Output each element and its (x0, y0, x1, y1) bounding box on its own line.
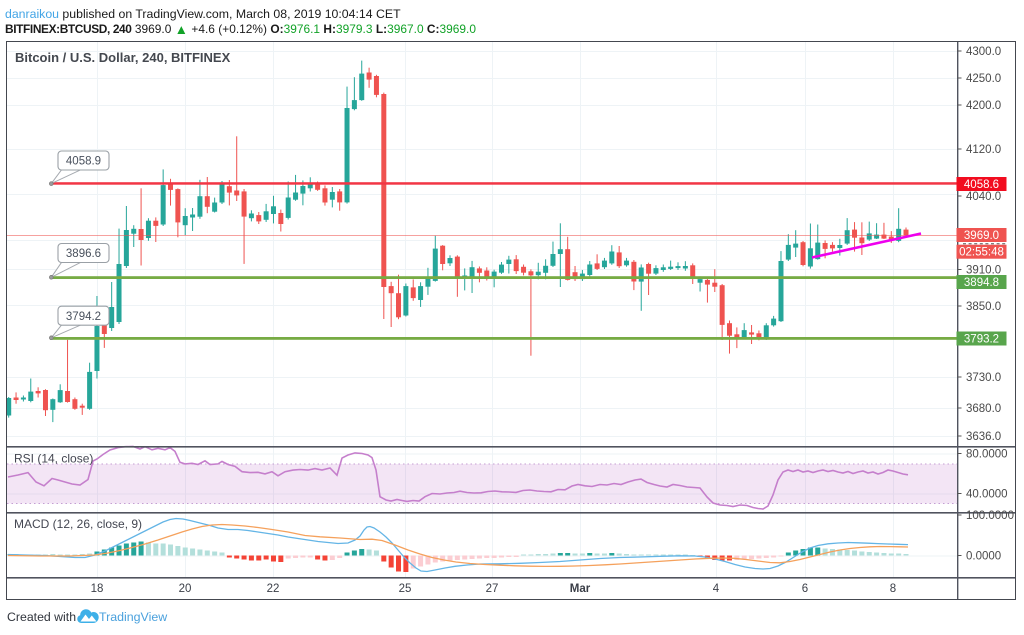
svg-text:4058.9: 4058.9 (66, 156, 101, 168)
svg-text:27: 27 (486, 583, 499, 595)
svg-text:3896.6: 3896.6 (66, 248, 101, 260)
svg-text:4250.0: 4250.0 (966, 73, 1001, 85)
svg-text:22: 22 (267, 583, 280, 595)
svg-text:0.0000: 0.0000 (966, 551, 1001, 563)
svg-text:Mar: Mar (570, 583, 591, 595)
svg-text:3850.0: 3850.0 (966, 301, 1001, 313)
svg-text:4058.6: 4058.6 (964, 179, 999, 191)
svg-text:40.0000: 40.0000 (966, 489, 1008, 501)
svg-text:3636.0: 3636.0 (966, 431, 1001, 443)
svg-text:80.0000: 80.0000 (966, 449, 1008, 461)
svg-text:4040.0: 4040.0 (966, 191, 1001, 203)
svg-text:3793.2: 3793.2 (964, 334, 999, 346)
svg-text:8: 8 (890, 583, 896, 595)
svg-text:6: 6 (802, 583, 808, 595)
svg-text:3794.2: 3794.2 (66, 311, 101, 323)
svg-text:100.0000: 100.0000 (966, 510, 1014, 522)
svg-text:4120.0: 4120.0 (966, 144, 1001, 156)
svg-text:4200.0: 4200.0 (966, 100, 1001, 112)
svg-text:02:55:48: 02:55:48 (959, 247, 1004, 259)
svg-text:4300.0: 4300.0 (966, 46, 1001, 58)
svg-text:25: 25 (399, 583, 412, 595)
svg-text:3969.0: 3969.0 (964, 230, 999, 242)
svg-text:Bitcoin / U.S. Dollar, 240, BI: Bitcoin / U.S. Dollar, 240, BITFINEX (15, 50, 231, 65)
svg-text:3730.0: 3730.0 (966, 372, 1001, 384)
svg-text:18: 18 (91, 583, 104, 595)
svg-text:RSI (14, close): RSI (14, close) (14, 452, 93, 466)
svg-text:3894.8: 3894.8 (964, 277, 999, 289)
svg-text:3910.0: 3910.0 (966, 265, 1001, 277)
svg-text:MACD (12, 26, close, 9): MACD (12, 26, close, 9) (14, 517, 142, 531)
svg-text:20: 20 (179, 583, 192, 595)
svg-text:4: 4 (713, 583, 720, 595)
svg-text:3680.0: 3680.0 (966, 403, 1001, 415)
